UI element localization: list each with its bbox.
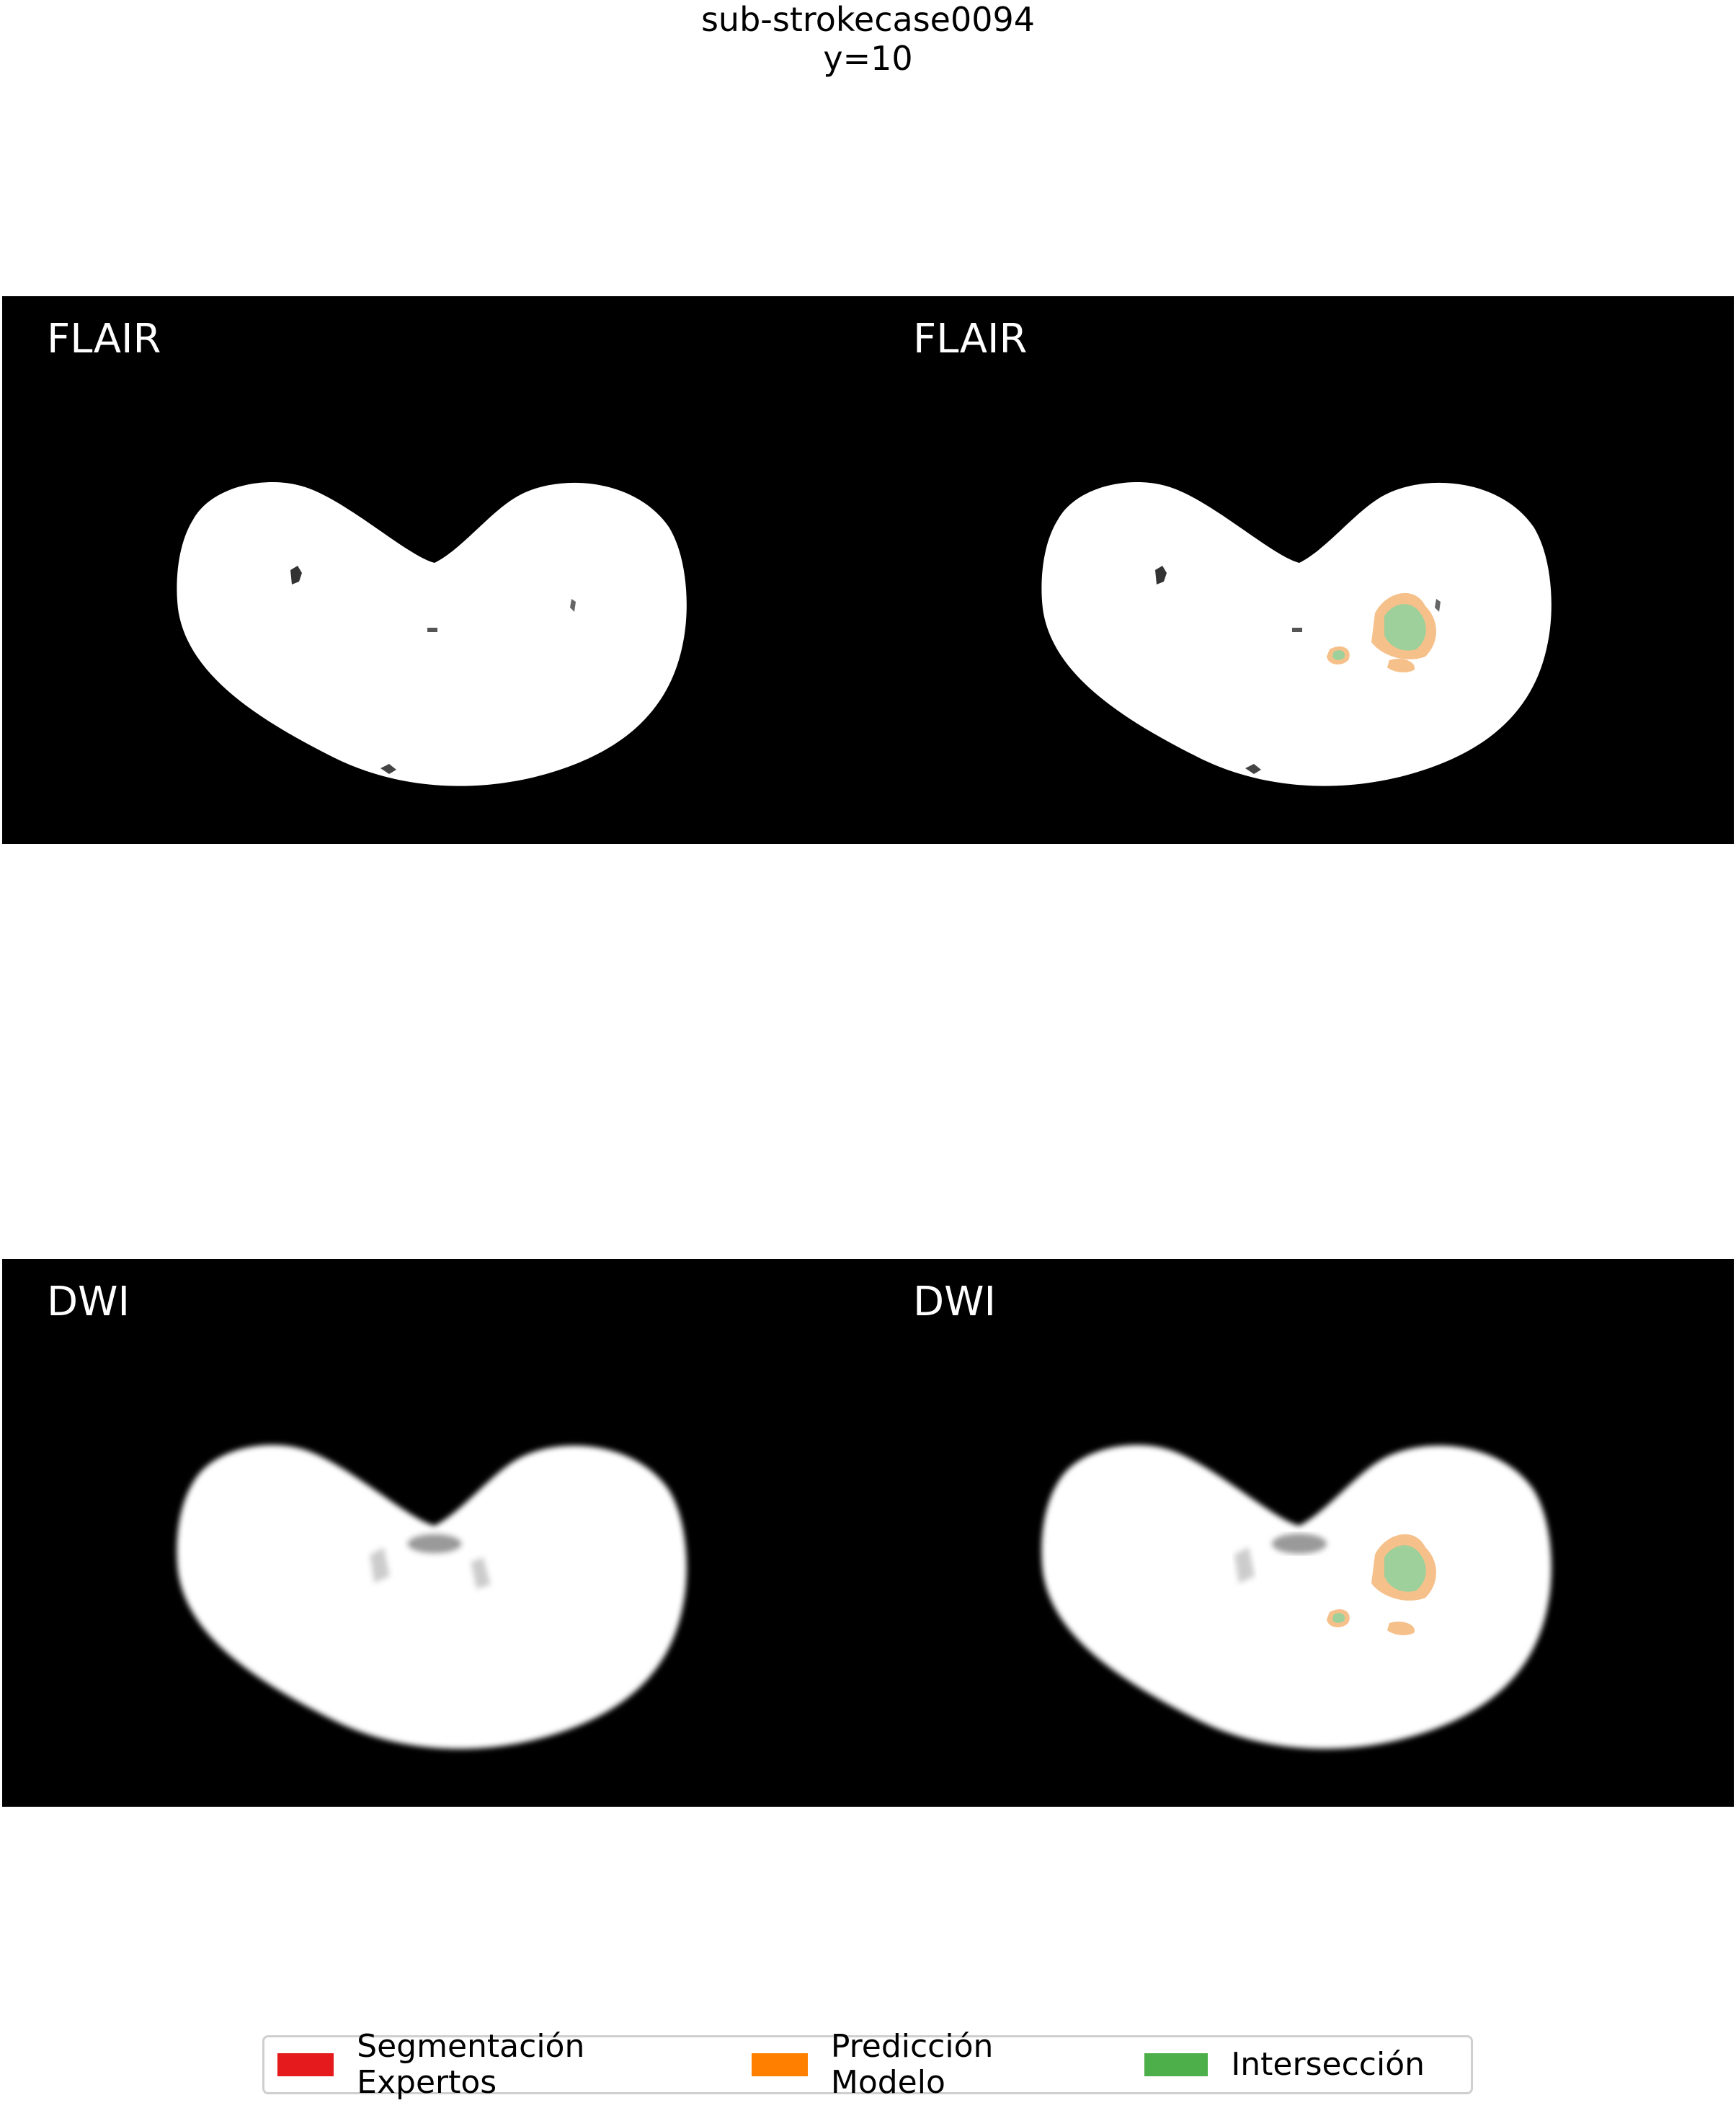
flair-brain-left [177, 482, 686, 786]
dwi-brain-right [1041, 1445, 1551, 1749]
legend: Segmentación Expertos Predicción Modelo … [262, 2035, 1473, 2094]
dwi-panel-row: DWI DWI [2, 1259, 1734, 1807]
dwi-brain-left [177, 1445, 686, 1749]
flair-brain-right [1041, 482, 1551, 786]
dwi-label-right: DWI [913, 1281, 996, 1324]
legend-item-intersection: Intersección [1144, 2047, 1425, 2083]
flair-label-left: FLAIR [47, 318, 161, 361]
legend-swatch-green [1144, 2053, 1208, 2076]
legend-swatch-red [277, 2053, 334, 2076]
flair-images [2, 296, 1734, 844]
legend-label-intersection: Intersección [1231, 2047, 1425, 2083]
flair-panel-row: FLAIR FLAIR [2, 296, 1734, 844]
dwi-images [2, 1259, 1734, 1807]
legend-item-model: Predicción Modelo [752, 2029, 1086, 2101]
slice-label: y=10 [0, 39, 1736, 78]
flair-label-right: FLAIR [913, 318, 1027, 361]
legend-label-model: Predicción Modelo [831, 2029, 1085, 2101]
legend-item-expert: Segmentación Expertos [277, 2029, 693, 2101]
legend-swatch-orange [752, 2053, 808, 2076]
legend-label-expert: Segmentación Expertos [357, 2029, 693, 2101]
dwi-label-left: DWI [47, 1281, 130, 1324]
figure-title: sub-strokecase0094 [0, 0, 1736, 39]
